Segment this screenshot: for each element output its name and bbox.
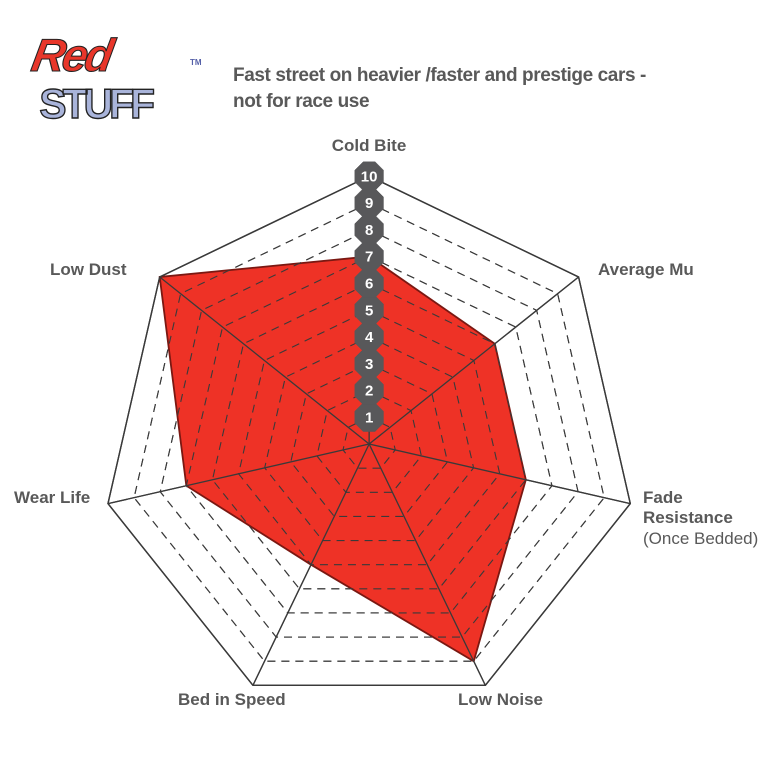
svg-text:4: 4 (365, 329, 374, 346)
svg-text:8: 8 (365, 222, 373, 239)
svg-text:5: 5 (365, 302, 373, 319)
svg-text:10: 10 (361, 168, 378, 185)
svg-text:Red: Red (28, 29, 120, 81)
svg-text:TM: TM (190, 58, 202, 67)
svg-text:2: 2 (365, 383, 373, 400)
svg-text:7: 7 (365, 249, 373, 266)
svg-text:1: 1 (365, 409, 373, 426)
svg-text:9: 9 (365, 195, 373, 212)
svg-text:6: 6 (365, 275, 373, 292)
svg-text:STUFF: STUFF (39, 80, 153, 123)
svg-text:3: 3 (365, 356, 373, 373)
